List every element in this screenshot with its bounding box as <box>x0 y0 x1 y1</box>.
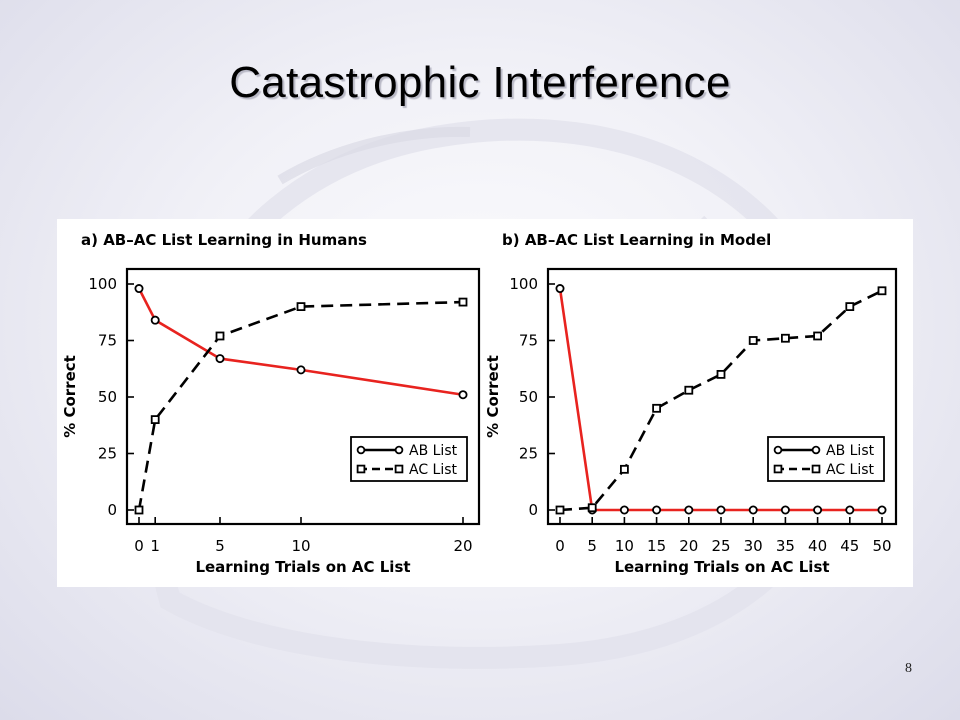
chart-b-ab-point <box>619 505 629 515</box>
page-number: 8 <box>905 661 912 676</box>
chart-a-ac-point <box>150 415 160 425</box>
chart-a-ac-point <box>296 302 306 311</box>
chart-b-ac-point <box>652 403 661 413</box>
chart-a-legend-marker <box>394 464 404 474</box>
chart-b-ab-point <box>813 505 823 515</box>
chart-b: b) AB–AC List Learning in Model025507510… <box>484 231 898 576</box>
chart-b-legend-marker <box>773 464 783 474</box>
chart-b-ylabel: % Correct <box>484 355 502 438</box>
chart-b-ac-point <box>781 333 790 343</box>
chart-b-legend-marker <box>811 445 821 455</box>
chart-b-legend <box>767 436 885 482</box>
chart-b-ytick-label: 50 <box>519 388 538 406</box>
chart-b-ytick-label: 75 <box>519 332 538 350</box>
chart-b-ab-point <box>845 505 855 515</box>
chart-b-ac-point <box>845 302 855 311</box>
chart-a-xtick-label: 5 <box>215 537 225 555</box>
chart-a-ytick-label: 100 <box>88 275 117 293</box>
chart-b-xtick-label: 5 <box>587 537 597 555</box>
chart-a-ytick-label: 50 <box>98 388 117 406</box>
chart-a-ac-point <box>215 331 225 341</box>
chart-b-series-ac-line <box>559 289 883 512</box>
chart-b-ab-point <box>716 505 726 515</box>
chart-b-xtick-label: 25 <box>711 537 730 555</box>
chart-a-xtick-label: 1 <box>150 537 160 555</box>
chart-b-ytick-label: 100 <box>509 275 538 293</box>
chart-b-ab-point <box>652 505 662 515</box>
chart-b-xtick-label: 30 <box>744 537 763 555</box>
chart-b-xtick-label: 0 <box>555 537 565 555</box>
chart-b-xtick-label: 40 <box>808 537 827 555</box>
chart-a-xtick-label: 20 <box>453 537 472 555</box>
chart-b-xtick-label: 15 <box>647 537 666 555</box>
chart-b-ac-point <box>555 505 565 515</box>
chart-b-ac-point <box>813 331 822 341</box>
chart-a-ac-point <box>458 297 468 307</box>
chart-a-ylabel: % Correct <box>61 355 79 438</box>
chart-b-legend-label: AC List <box>826 462 875 478</box>
chart-b-ab-point <box>748 505 758 515</box>
chart-a-legend-label: AB List <box>409 443 458 459</box>
chart-a-xtick-label: 10 <box>291 537 310 555</box>
chart-b-ytick-label: 25 <box>519 445 538 463</box>
slide-title: Catastrophic Interference <box>229 58 731 107</box>
chart-b-legend-label: AB List <box>826 443 875 459</box>
chart-b-xtick-label: 20 <box>679 537 698 555</box>
chart-b-ac-point <box>748 336 758 345</box>
chart-a-legend-marker <box>356 445 366 455</box>
chart-a-ac-point <box>134 505 144 515</box>
chart-b-xtick-label: 10 <box>615 537 634 555</box>
chart-b-ac-point <box>716 369 726 379</box>
chart-b-xlabel: Learning Trials on AC List <box>614 558 829 576</box>
chart-b-title: b) AB–AC List Learning in Model <box>502 231 771 249</box>
chart-a-legend-label: AC List <box>409 462 458 478</box>
chart-a-ytick-label: 0 <box>107 501 117 519</box>
chart-b-xtick-label: 45 <box>840 537 859 555</box>
chart-a-ab-point <box>134 284 144 294</box>
chart-b-ab-point <box>877 505 887 515</box>
chart-b-legend-marker <box>811 464 821 474</box>
chart-b-ytick-label: 0 <box>528 501 538 519</box>
chart-b-ac-point <box>587 503 597 513</box>
chart-a-xtick-label: 0 <box>134 537 144 555</box>
chart-a-ytick-label: 25 <box>98 445 117 463</box>
chart-b-xtick-label: 50 <box>872 537 891 555</box>
chart-a-legend <box>350 436 468 482</box>
chart-a-ab-point <box>458 390 468 400</box>
chart-b-ac-point <box>620 464 629 474</box>
chart-a-ab-point <box>150 315 160 325</box>
chart-b-frame <box>546 267 898 526</box>
chart-b-ab-point <box>684 505 694 515</box>
chart-a-title: a) AB–AC List Learning in Humans <box>81 231 367 249</box>
chart-a-legend-marker <box>394 445 404 455</box>
charts-canvas: a) AB–AC List Learning in Humans02550751… <box>61 231 898 576</box>
chart-a: a) AB–AC List Learning in Humans02550751… <box>61 231 481 576</box>
figure-panel: a) AB–AC List Learning in Humans 0 25 50 75 1… <box>57 219 913 587</box>
chart-a-ab-point <box>215 354 225 364</box>
chart-b-xtick-label: 35 <box>776 537 795 555</box>
chart-a-ytick-label: 75 <box>98 332 117 350</box>
chart-b-ac-point <box>877 286 887 296</box>
chart-a-legend-marker <box>356 464 366 474</box>
chart-a-ab-point <box>296 365 306 375</box>
chart-b-ac-point <box>684 385 694 395</box>
chart-b-ab-point <box>555 284 565 294</box>
chart-b-ab-point <box>780 505 790 515</box>
chart-a-xlabel: Learning Trials on AC List <box>195 558 410 576</box>
chart-b-legend-marker <box>773 445 783 455</box>
